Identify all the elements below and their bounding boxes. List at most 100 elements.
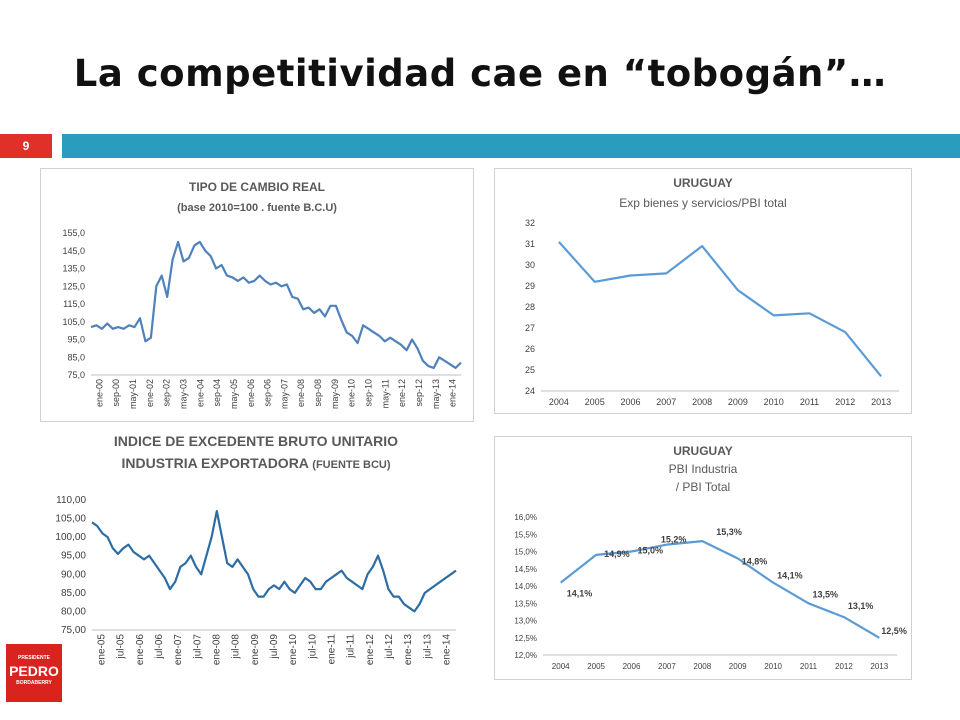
x-tick-label: sep-10 xyxy=(364,379,374,407)
y-tick-label: 26 xyxy=(525,344,535,354)
slide-number: 9 xyxy=(0,134,52,158)
x-tick-label: ene-12 xyxy=(397,379,407,407)
x-tick-label: jul-11 xyxy=(346,634,357,659)
y-tick-label: 115,0 xyxy=(63,299,85,309)
y-tick-label: 25 xyxy=(525,365,535,375)
x-tick-label: ene-10 xyxy=(288,634,299,666)
y-tick-label: 12,0% xyxy=(514,651,537,660)
y-tick-label: 32 xyxy=(525,218,535,228)
x-tick-label: ene-02 xyxy=(145,379,155,407)
y-tick-label: 24 xyxy=(525,386,535,396)
x-tick-label: sep-08 xyxy=(313,379,323,407)
chart-subtitle-note: (FUENTE BCU) xyxy=(312,459,391,471)
series-line xyxy=(558,241,882,377)
chart-title: TIPO DE CAMBIO REAL xyxy=(189,180,325,194)
data-label: 14,8% xyxy=(742,556,768,566)
x-tick-label: 2008 xyxy=(692,397,712,407)
series-line xyxy=(90,240,462,369)
x-tick-label: 2013 xyxy=(870,662,888,671)
x-tick-label: may-05 xyxy=(229,379,239,409)
chart-excedente-bruto: INDICE DE EXCEDENTE BRUTO UNITARIO INDUST… xyxy=(40,424,472,686)
x-tick-label: may-11 xyxy=(380,379,390,408)
y-tick-label: 155,0 xyxy=(62,228,85,238)
y-tick-label: 135,0 xyxy=(62,264,85,274)
y-tick-label: 15,0% xyxy=(514,548,537,557)
data-label: 12,5% xyxy=(881,626,907,636)
y-tick-label: 125,0 xyxy=(62,281,85,291)
x-tick-label: ene-05 xyxy=(97,634,108,666)
x-tick-label: 2004 xyxy=(549,397,569,407)
x-tick-label: 2006 xyxy=(623,662,641,671)
x-tick-label: ene-08 xyxy=(212,634,223,666)
x-tick-label: 2010 xyxy=(764,662,782,671)
y-tick-label: 145,0 xyxy=(62,246,85,256)
x-tick-label: jul-09 xyxy=(269,634,280,660)
y-tick-label: 30 xyxy=(525,260,535,270)
chart-subtitle-2: / PBI Total xyxy=(676,480,730,494)
data-label: 14,9% xyxy=(604,549,630,559)
x-tick-label: jul-12 xyxy=(384,634,395,660)
y-tick-label: 85,0 xyxy=(67,352,85,362)
x-tick-label: ene-08 xyxy=(296,379,306,407)
chart-exp-pbi-svg: URUGUAY Exp bienes y servicios/PBI total 3… xyxy=(525,176,899,407)
x-tick-label: ene-14 xyxy=(441,634,452,666)
y-tick-label: 75,0 xyxy=(67,370,85,380)
data-label: 15,3% xyxy=(716,527,742,537)
logo-name-text: PEDRO xyxy=(9,663,59,679)
chart-tipo-cambio-real-svg: TIPO DE CAMBIO REAL (base 2010=100 . fuen… xyxy=(62,180,462,409)
logo-top-text: PRESIDENTE xyxy=(18,655,50,661)
x-tick-label: sep-12 xyxy=(414,379,424,407)
x-tick-label: may-01 xyxy=(128,379,138,409)
x-tick-label: ene-11 xyxy=(326,634,337,665)
x-tick-label: ene-06 xyxy=(246,379,256,407)
x-tick-label: ene-00 xyxy=(94,379,104,407)
data-label: 14,1% xyxy=(567,589,593,599)
x-tick-label: 2005 xyxy=(587,662,605,671)
x-tick-label: 2011 xyxy=(800,397,819,407)
x-tick-label: 2012 xyxy=(835,397,855,407)
x-tick-label: 2007 xyxy=(656,397,676,407)
chart-title: INDICE DE EXCEDENTE BRUTO UNITARIO xyxy=(114,433,398,449)
y-tick-label: 105,0 xyxy=(62,317,85,327)
chart-tipo-cambio-real: TIPO DE CAMBIO REAL (base 2010=100 . fuen… xyxy=(40,168,474,422)
x-tick-label: 2006 xyxy=(620,397,640,407)
chart-exp-pbi: URUGUAY Exp bienes y servicios/PBI total 3… xyxy=(494,168,912,414)
x-tick-label: jul-08 xyxy=(231,634,242,660)
series-line xyxy=(91,510,457,613)
x-tick-label: jul-13 xyxy=(422,634,433,660)
chart-title: URUGUAY xyxy=(673,444,733,458)
chart-subtitle: (base 2010=100 . fuente B.C.U) xyxy=(177,202,337,214)
x-tick-label: sep-02 xyxy=(162,379,172,407)
x-tick-label: 2009 xyxy=(729,662,747,671)
x-tick-label: ene-12 xyxy=(365,634,376,666)
x-tick-label: jul-06 xyxy=(154,634,165,660)
chart-subtitle: PBI Industria xyxy=(669,462,738,476)
x-tick-label: sep-06 xyxy=(263,379,273,407)
x-tick-label: ene-06 xyxy=(135,634,146,666)
x-tick-label: may-13 xyxy=(431,379,441,409)
y-tick-label: 29 xyxy=(525,281,535,291)
x-tick-label: jul-10 xyxy=(307,634,318,660)
pedro-bordaberry-logo: PRESIDENTE PEDRO BORDABERRY xyxy=(6,644,62,702)
x-tick-label: may-03 xyxy=(179,379,189,409)
y-tick-label: 13,0% xyxy=(514,617,537,626)
data-label: 15,2% xyxy=(661,535,687,545)
y-tick-label: 16,0% xyxy=(514,513,537,522)
chart-pbi-industria-svg: URUGUAY PBI Industria / PBI Total 16,0% 15,5… xyxy=(514,444,907,671)
chart-subtitle: Exp bienes y servicios/PBI total xyxy=(619,196,786,210)
logo-bottom-text: BORDABERRY xyxy=(16,680,52,686)
y-tick-label: 80,00 xyxy=(61,606,86,617)
x-tick-label: 2012 xyxy=(835,662,853,671)
y-tick-label: 95,00 xyxy=(61,551,86,562)
x-tick-label: ene-14 xyxy=(448,379,458,407)
slide-title: La competitividad cae en “tobogán”… xyxy=(73,52,887,95)
y-tick-label: 31 xyxy=(525,239,535,249)
y-tick-label: 100,00 xyxy=(55,532,86,543)
x-tick-label: ene-10 xyxy=(347,379,357,407)
y-tick-label: 28 xyxy=(525,302,535,312)
x-tick-label: sep-04 xyxy=(212,379,222,407)
y-tick-label: 105,00 xyxy=(55,514,86,525)
x-tick-label: 2010 xyxy=(764,397,784,407)
y-tick-label: 85,00 xyxy=(61,588,86,599)
x-tick-label: 2007 xyxy=(658,662,676,671)
